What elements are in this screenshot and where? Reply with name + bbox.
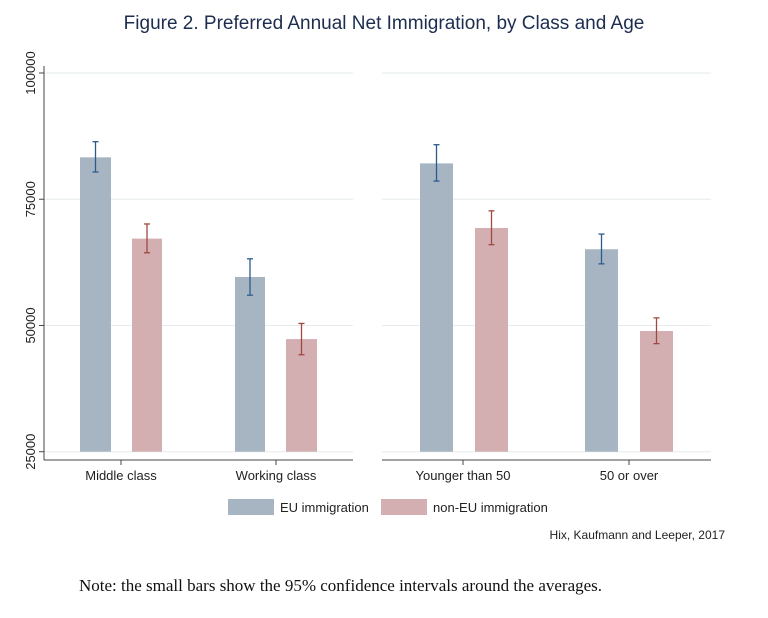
source-note: Hix, Kaufmann and Leeper, 2017	[550, 528, 726, 542]
bar	[80, 157, 111, 452]
x-tick-label: Working class	[236, 468, 317, 483]
y-tick-label: 25000	[23, 434, 38, 470]
legend: EU immigration non-EU immigration	[228, 499, 548, 515]
legend-swatch-eu	[228, 499, 274, 515]
legend-swatch-noneu	[381, 499, 427, 515]
bar	[640, 331, 673, 452]
bar	[286, 339, 317, 452]
confidence-intervals	[92, 141, 660, 356]
bar	[420, 163, 453, 452]
chart-title: Figure 2. Preferred Annual Net Immigrati…	[124, 13, 645, 34]
y-axis: 25000 50000 75000 100000	[23, 51, 45, 470]
bar	[235, 276, 265, 452]
footnote: Note: the small bars show the 95% confid…	[79, 576, 602, 595]
x-axis: Middle class Working class Younger than 50…	[44, 459, 711, 483]
y-tick-label: 75000	[23, 181, 38, 217]
bar	[585, 249, 618, 452]
legend-label-noneu: non-EU immigration	[433, 500, 548, 515]
y-tick-label: 50000	[23, 307, 38, 343]
x-tick-label: 50 or over	[600, 468, 659, 483]
x-tick-label: Younger than 50	[416, 468, 511, 483]
bars	[80, 157, 673, 452]
bar	[475, 228, 508, 452]
x-tick-label: Middle class	[85, 468, 157, 483]
y-tick-label: 100000	[23, 51, 38, 94]
bar	[132, 238, 162, 452]
legend-label-eu: EU immigration	[280, 500, 369, 515]
